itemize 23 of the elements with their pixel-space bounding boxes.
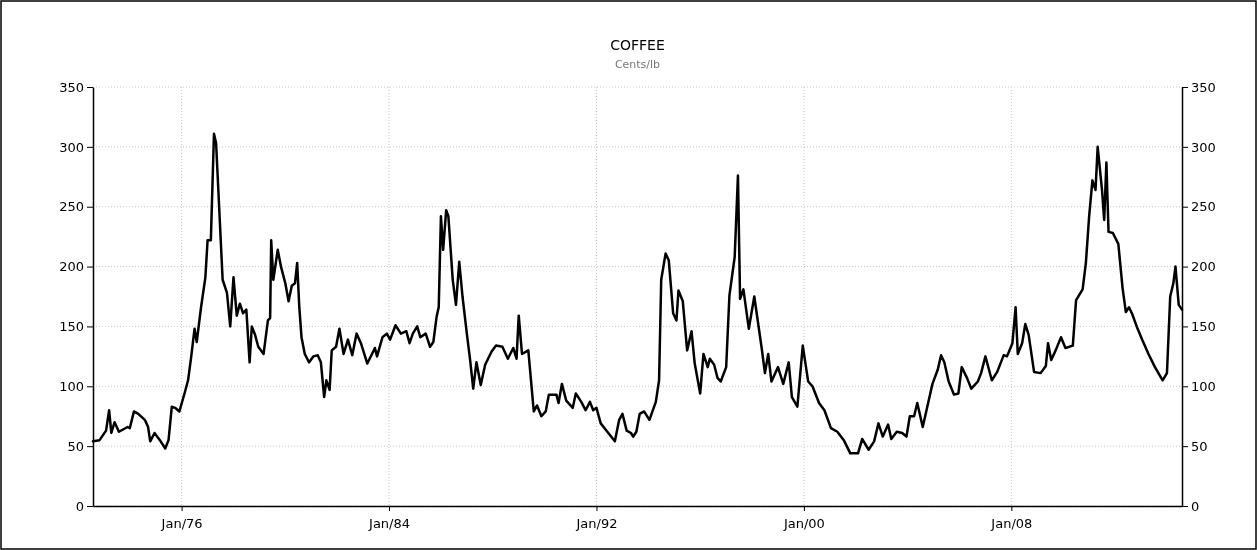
y2-tick-label: 0 [1191,498,1200,514]
chart-subtitle: Cents/lb [614,58,661,71]
y2-tick-label: 150 [1191,319,1216,335]
y2-tick-label: 300 [1191,139,1216,155]
x-tick-label: Jan/92 [575,516,618,532]
y2-tick-label: 200 [1191,259,1216,275]
y2-tick-label: 50 [1191,438,1208,454]
y-tick-label: 300 [59,139,84,155]
x-tick-label: Jan/76 [160,516,203,532]
y-tick-label: 200 [59,259,84,275]
y-tick-label: 100 [59,378,84,394]
y-tick-label: 50 [67,438,84,454]
y2-tick-label: 100 [1191,378,1216,394]
x-tick-label: Jan/84 [368,516,411,532]
x-tick-label: Jan/08 [990,516,1033,532]
y-tick-label: 0 [75,498,84,514]
x-tick-label: Jan/00 [782,516,825,532]
chart-title: COFFEE [610,37,665,53]
y2-tick-label: 350 [1191,79,1216,95]
y2-tick-label: 250 [1191,199,1216,215]
y-tick-label: 350 [59,79,84,95]
y-tick-label: 150 [59,319,84,335]
y-tick-label: 250 [59,199,84,215]
